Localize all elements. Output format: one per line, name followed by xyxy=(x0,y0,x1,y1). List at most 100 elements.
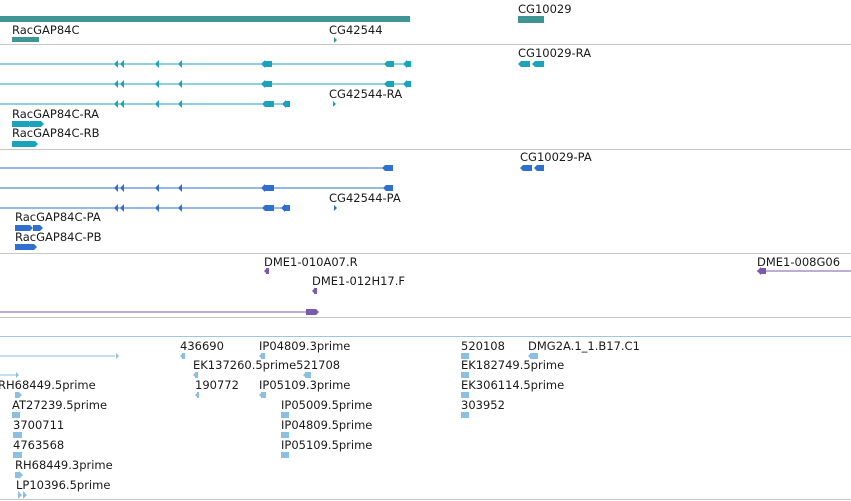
transcript-label[interactable]: RacGAP84C-RA xyxy=(12,107,100,121)
est-feature[interactable] xyxy=(23,491,27,499)
gene-label[interactable]: RacGAP84C xyxy=(12,23,80,37)
protein-exon[interactable] xyxy=(120,184,124,192)
protein-label[interactable]: CG42544-PA xyxy=(329,191,401,205)
gene-bar[interactable] xyxy=(12,37,39,42)
transcript-exon[interactable] xyxy=(532,61,544,67)
protein-label[interactable]: RacGAP84C-PB xyxy=(15,230,102,244)
transcript-exon[interactable] xyxy=(384,61,394,67)
est-feature[interactable] xyxy=(15,472,19,478)
transcript-exon[interactable] xyxy=(155,80,159,88)
transcript-label[interactable]: RacGAP84C-RB xyxy=(12,126,100,140)
est-feature[interactable] xyxy=(19,471,23,479)
protein-exon[interactable] xyxy=(114,204,118,212)
transcript-exon[interactable] xyxy=(114,100,118,108)
est-label[interactable]: RH68449.3prime xyxy=(15,458,113,472)
transcript-exon[interactable] xyxy=(178,100,182,108)
est-label[interactable]: IP04809.5prime xyxy=(281,418,373,432)
est-feature[interactable] xyxy=(13,452,22,458)
gene-bar[interactable] xyxy=(334,37,337,43)
transcript-exon[interactable] xyxy=(403,60,407,68)
gene-label[interactable]: CG10029 xyxy=(518,2,572,16)
gene-label[interactable]: CG42544 xyxy=(329,23,383,37)
est-feature[interactable] xyxy=(12,412,20,418)
protein-exon[interactable] xyxy=(534,165,544,171)
est-feature[interactable] xyxy=(281,452,289,458)
protein-exon[interactable] xyxy=(114,184,118,192)
cdna-feature[interactable] xyxy=(760,268,766,274)
protein-exon[interactable] xyxy=(178,204,182,212)
est-label[interactable]: 3700711 xyxy=(13,418,65,432)
gene-bar[interactable] xyxy=(518,16,544,23)
est-feature[interactable] xyxy=(305,372,311,378)
est-feature[interactable] xyxy=(13,432,22,438)
est-label[interactable]: RH68449.5prime xyxy=(0,378,96,392)
transcript-label[interactable]: CG42544-RA xyxy=(329,87,403,101)
cdna-label[interactable]: DME1-010A07.R xyxy=(264,255,358,269)
est-label[interactable]: IP04809.3prime xyxy=(259,339,351,353)
protein-exon[interactable] xyxy=(120,204,124,212)
cdna-feature[interactable] xyxy=(266,268,269,274)
transcript-exon[interactable] xyxy=(12,141,38,147)
est-feature[interactable] xyxy=(261,392,266,398)
est-feature[interactable] xyxy=(461,353,469,359)
cdna-label[interactable]: DME1-012H17.F xyxy=(312,275,406,288)
est-label[interactable]: 436690 xyxy=(180,339,224,353)
transcript-exon[interactable] xyxy=(155,100,159,108)
est-feature[interactable] xyxy=(16,372,19,378)
est-label[interactable]: EK306114.5prime xyxy=(461,378,565,392)
transcript-exon[interactable] xyxy=(120,100,124,108)
est-feature[interactable] xyxy=(116,353,119,359)
protein-exon[interactable] xyxy=(262,185,274,191)
protein-exon[interactable] xyxy=(382,165,393,171)
est-label[interactable]: 520108 xyxy=(461,339,505,353)
transcript-exon[interactable] xyxy=(262,81,272,87)
transcript-exon[interactable] xyxy=(120,60,124,68)
transcript-exon[interactable] xyxy=(12,121,32,127)
est-label[interactable]: LP10396.5prime xyxy=(16,478,111,492)
est-label[interactable]: EK137260.5prime521708 xyxy=(193,358,341,372)
protein-exon[interactable] xyxy=(155,184,159,192)
est-label[interactable]: 303952 xyxy=(461,398,505,412)
transcript-exon[interactable] xyxy=(518,61,530,67)
est-feature[interactable] xyxy=(530,353,538,359)
transcript-exon[interactable] xyxy=(178,80,182,88)
gene-bar[interactable] xyxy=(0,16,410,22)
transcript-exon[interactable] xyxy=(120,80,124,88)
transcript-exon[interactable] xyxy=(262,61,272,67)
protein-exon[interactable] xyxy=(334,205,337,211)
est-label[interactable]: EK182749.5prime xyxy=(461,358,565,372)
protein-exon[interactable] xyxy=(15,244,37,250)
transcript-exon[interactable] xyxy=(114,60,118,68)
est-label[interactable]: IP05109.3prime xyxy=(259,378,351,392)
protein-label[interactable]: RacGAP84C-PA xyxy=(15,210,101,224)
transcript-exon[interactable] xyxy=(407,61,411,67)
transcript-exon[interactable] xyxy=(384,81,394,87)
est-feature[interactable] xyxy=(461,412,469,418)
est-label[interactable]: AT27239.5prime xyxy=(12,398,108,412)
transcript-exon[interactable] xyxy=(285,101,290,107)
protein-exon[interactable] xyxy=(262,205,274,211)
est-label[interactable]: IP05009.5prime xyxy=(281,398,373,412)
protein-exon[interactable] xyxy=(15,225,33,231)
cdna-label[interactable]: DME1-008G06 xyxy=(757,255,841,269)
transcript-exon[interactable] xyxy=(333,101,336,107)
transcript-label[interactable]: CG10029-RA xyxy=(518,46,592,60)
est-feature[interactable] xyxy=(197,392,199,398)
protein-exon[interactable] xyxy=(520,165,532,171)
est-feature[interactable] xyxy=(18,491,22,499)
est-feature[interactable] xyxy=(281,432,289,438)
transcript-exon[interactable] xyxy=(178,60,182,68)
est-feature[interactable] xyxy=(15,392,19,398)
est-feature[interactable] xyxy=(195,372,198,378)
est-feature[interactable] xyxy=(461,372,469,378)
transcript-exon[interactable] xyxy=(155,60,159,68)
transcript-exon[interactable] xyxy=(407,81,411,87)
cdna-feature[interactable] xyxy=(306,309,319,315)
est-label[interactable]: 4763568 xyxy=(13,438,65,452)
protein-exon[interactable] xyxy=(383,185,393,191)
est-feature[interactable] xyxy=(261,353,265,359)
protein-exon[interactable] xyxy=(155,204,159,212)
est-feature[interactable] xyxy=(19,392,22,398)
protein-label[interactable]: CG10029-PA xyxy=(520,150,592,164)
est-feature[interactable] xyxy=(281,412,289,418)
